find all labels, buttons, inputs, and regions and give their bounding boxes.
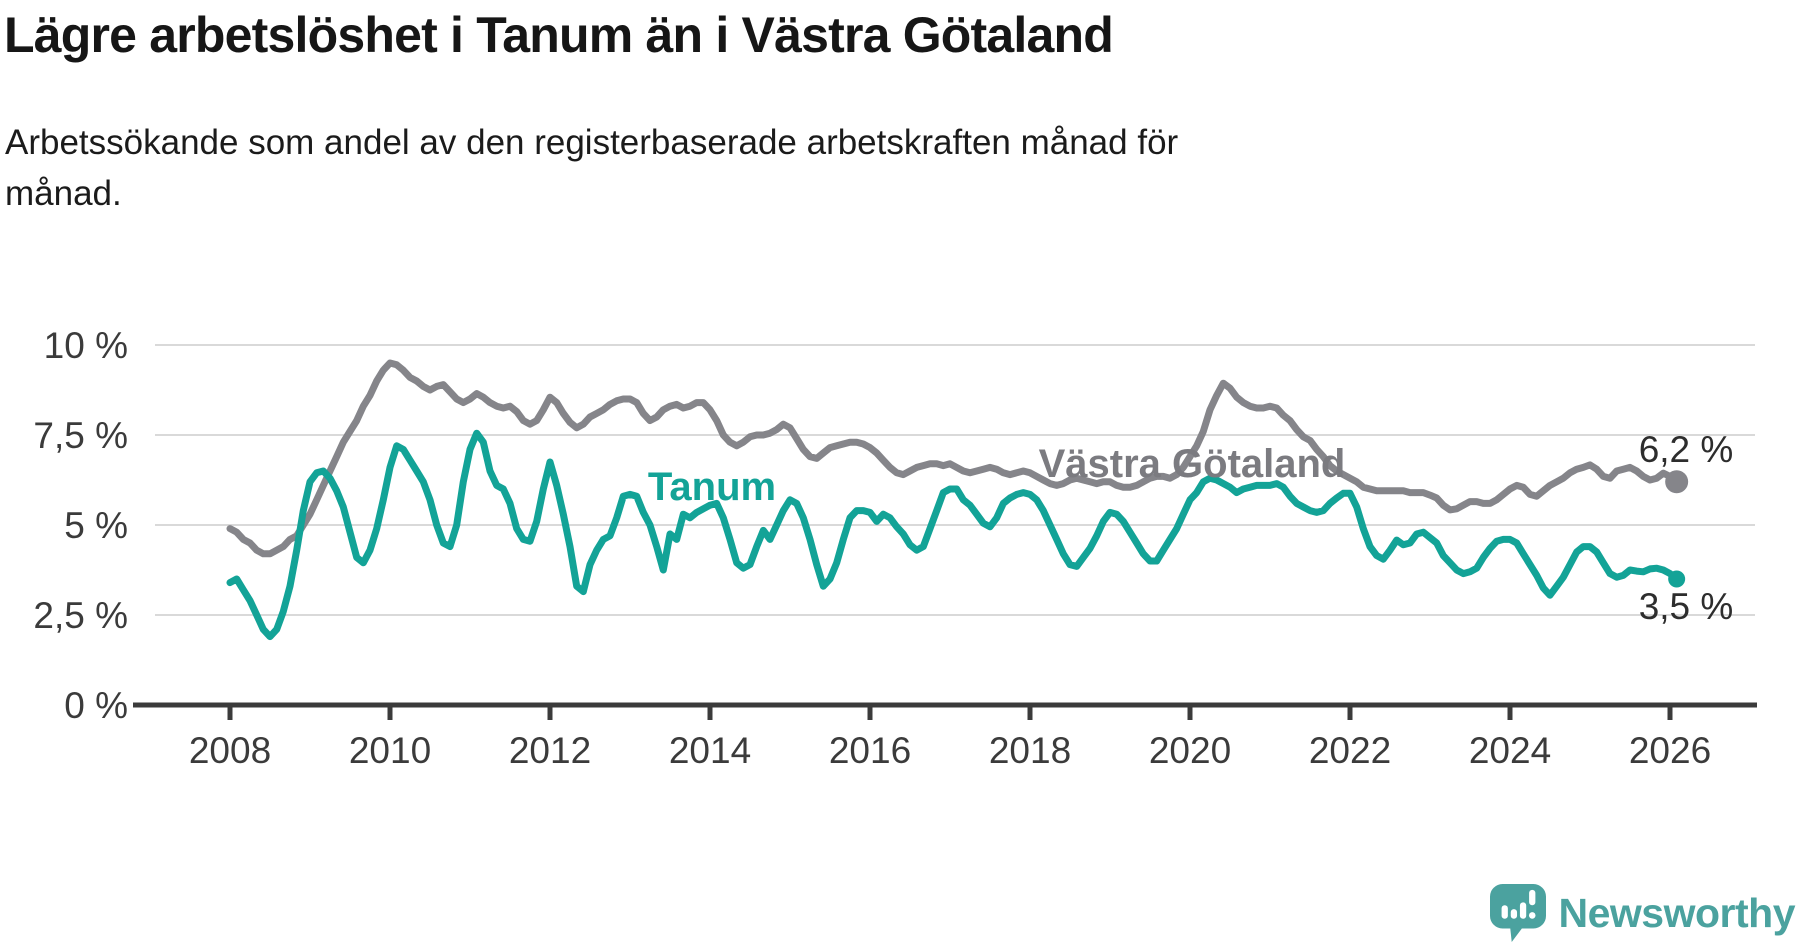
series-label-tanum: Tanum <box>648 465 776 509</box>
chart-subtitle-line-1: Arbetssökande som andel av den registerb… <box>5 123 1179 162</box>
newsworthy-wordmark: Newsworthy <box>1558 889 1796 936</box>
x-tick-label-2010: 2010 <box>349 730 431 771</box>
x-tick-label-2012: 2012 <box>509 730 591 771</box>
y-tick-label-10: 10 % <box>44 325 128 366</box>
end-value-label-tanum: 3,5 % <box>1639 586 1734 627</box>
x-tick-label-2026: 2026 <box>1629 730 1711 771</box>
end-value-label-v-stra-g-taland: 6,2 % <box>1639 429 1734 470</box>
chart-title: Lägre arbetslöshet i Tanum än i Västra G… <box>4 7 1114 63</box>
y-tick-label-5: 5 % <box>64 505 128 546</box>
newsworthy-logo[interactable]: Newsworthy <box>1489 883 1796 943</box>
chart-subtitle-line-2: månad. <box>5 173 122 213</box>
series-end-dot-tanum <box>1668 570 1686 588</box>
x-tick-label-2020: 2020 <box>1149 730 1231 771</box>
y-tick-label-2.5: 2,5 % <box>33 595 128 636</box>
series-line-v-stra-g-taland <box>226 359 1681 558</box>
x-tick-label-2016: 2016 <box>829 730 911 771</box>
chart-subtitle: Arbetssökande som andel av den registerb… <box>5 118 1178 220</box>
y-tick-label-0: 0 % <box>64 685 128 726</box>
x-tick-label-2024: 2024 <box>1469 730 1551 771</box>
x-tick-label-2014: 2014 <box>669 730 751 771</box>
x-tick-label-2018: 2018 <box>989 730 1071 771</box>
y-tick-label-7.5: 7,5 % <box>33 415 128 456</box>
series-label-v-stra-g-taland: Västra Götaland <box>1039 442 1346 486</box>
x-tick-label-2022: 2022 <box>1309 730 1391 771</box>
newsworthy-speech-bubble-bar-chart-icon <box>1489 884 1546 942</box>
series-end-dot-v-stra-g-taland <box>1665 470 1689 494</box>
series-line-tanum <box>226 429 1681 641</box>
x-tick-label-2008: 2008 <box>189 730 271 771</box>
